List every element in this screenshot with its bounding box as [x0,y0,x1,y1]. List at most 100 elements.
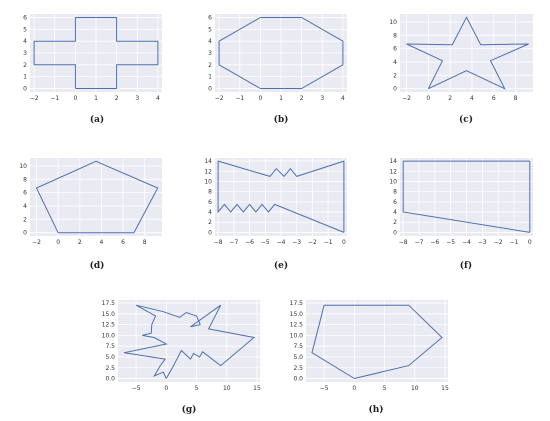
y-tick-label: 15.0 [102,311,116,318]
y-tick-label: 7.5 [105,343,115,350]
panel-e: −8 −7 −6 −5 −4 −3 −2 −1 0 0 2 4 6 8 10 12 14 (e) [204,158,347,271]
x-tick-label: −1 [324,239,333,246]
y-tick-label: 6 [23,190,27,197]
x-tick-label: −5 [261,239,270,246]
y-tick-label: 15.0 [290,311,304,318]
y-tick-label: 2.5 [293,365,303,372]
x-tick-label: 4 [99,239,103,246]
x-tick-label: −2 [402,95,411,102]
y-tick-label: 0.0 [105,376,115,383]
panel-a: −2 −1 0 1 2 3 4 0 1 2 3 4 5 6 (a) [23,14,162,125]
x-tick-label: 0 [56,239,60,246]
x-tick-label: 0 [352,385,356,392]
y-tick-label: 0 [208,85,212,92]
y-tick-label: 12.5 [102,322,116,329]
panel-caption: (f) [460,260,472,271]
panel-caption: (c) [459,114,473,125]
y-tick-label: 2.5 [105,365,115,372]
y-tick-label: 10 [389,178,397,185]
y-tick-label: 5.0 [293,354,303,361]
x-tick-label: 3 [320,95,324,102]
y-tick-label: 6 [393,46,397,53]
y-tick-label: 8 [208,189,212,196]
y-tick-label: 10.0 [290,332,304,339]
panel-caption: (h) [368,404,383,415]
y-tick-label: 2 [23,216,27,223]
y-tick-label: 4 [23,203,27,210]
polygon-outline-b [218,17,344,89]
panel-f: −8 −7 −6 −5 −4 −3 −2 −1 0 0 2 4 6 8 10 12 14 (f) [389,158,533,271]
x-tick-label: 2 [300,95,304,102]
y-tick-label: 10 [389,19,397,26]
polygon-outline-e [217,160,345,233]
y-tick-label: 5 [23,26,27,33]
x-tick-label: −3 [478,239,487,246]
x-tick-label: −7 [229,239,238,246]
y-tick-label: 17.5 [290,300,304,307]
x-tick-label: 1 [279,95,283,102]
x-tick-label: −1 [510,239,519,246]
y-tick-label: 3 [208,50,212,57]
x-tick-label: −8 [214,239,223,246]
panel-b: −2 −1 0 1 2 3 4 0 1 2 3 4 5 6 (b) [208,14,347,125]
y-tick-label: 5.0 [105,354,115,361]
x-tick-label: 8 [514,95,518,102]
x-tick-label: 6 [492,95,496,102]
y-tick-label: 2 [208,219,212,226]
x-tick-label: 0 [164,385,168,392]
x-tick-label: −2 [308,239,317,246]
x-tick-label: 2 [115,95,119,102]
y-tick-label: 3 [23,50,27,57]
x-tick-label: 15 [441,385,449,392]
plot-area-h [306,300,448,382]
y-tick-label: 0 [393,229,397,236]
y-tick-label: 7.5 [293,343,303,350]
y-tick-label: 8 [23,176,27,183]
y-tick-label: 6 [23,15,27,22]
plot-area-c [400,14,533,92]
y-tick-label: 12 [204,168,212,175]
x-tick-label: −2 [494,239,503,246]
panel-caption: (b) [274,114,289,125]
y-tick-label: 2 [23,62,27,69]
x-tick-label: 5 [195,385,199,392]
plot-area-d [30,158,162,236]
x-tick-label: −2 [30,95,39,102]
x-tick-label: −8 [399,239,408,246]
x-tick-label: −2 [215,95,224,102]
x-tick-label: 0 [258,95,262,102]
y-tick-label: 0 [23,85,27,92]
x-tick-label: 15 [253,385,261,392]
x-tick-label: −4 [277,239,286,246]
y-tick-label: 6 [393,199,397,206]
y-tick-label: 1 [23,74,27,81]
x-tick-label: −6 [430,239,439,246]
y-tick-label: 8 [393,32,397,39]
x-tick-label: −5 [132,385,141,392]
x-tick-label: 8 [143,239,147,246]
x-tick-label: 4 [470,95,474,102]
x-tick-label: 0 [73,95,77,102]
x-tick-label: 1 [94,95,98,102]
x-tick-label: −7 [415,239,424,246]
polygon-outline-g [123,304,256,379]
y-tick-label: 0 [393,86,397,93]
x-tick-label: 0 [528,239,532,246]
y-tick-label: 4 [393,59,397,66]
panel-c: −2 0 2 4 6 8 0 2 4 6 8 10 (c) [389,14,533,125]
y-tick-label: 12 [389,168,397,175]
y-tick-label: 17.5 [102,300,116,307]
panel-caption: (a) [90,114,104,125]
panel-d: −2 0 2 4 6 8 0 2 4 6 8 10 (d) [19,158,162,271]
x-tick-label: 2 [78,239,82,246]
polygon-outline-f [402,160,531,233]
panel-g: −5 0 5 10 15 0.0 2.5 5.0 7.5 10.0 12.5 15.0 17.5 (g) [102,300,261,415]
x-tick-label: 10 [411,385,419,392]
y-tick-label: 6 [208,15,212,22]
x-tick-label: 0 [426,95,430,102]
y-tick-label: 0 [208,229,212,236]
x-tick-label: −2 [32,239,41,246]
y-tick-label: 6 [208,199,212,206]
x-tick-label: −1 [50,95,59,102]
y-tick-label: 2 [208,62,212,69]
